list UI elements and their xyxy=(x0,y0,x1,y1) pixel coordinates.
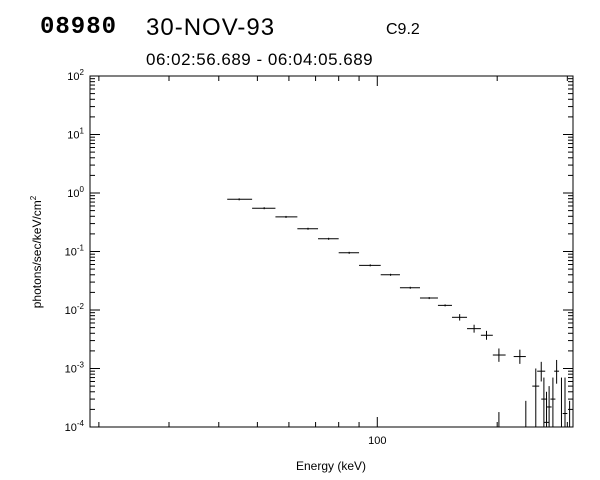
data-point xyxy=(480,330,493,340)
y-axis-label: photons/sec/keV/cm2 xyxy=(29,195,44,308)
data-point xyxy=(537,361,546,382)
data-point xyxy=(559,377,564,428)
data-point xyxy=(546,386,552,427)
data-point xyxy=(297,227,319,230)
y-tick-label: 10-4 xyxy=(65,419,85,434)
data-point xyxy=(532,368,540,427)
data-point xyxy=(338,251,360,254)
data-point xyxy=(513,349,526,364)
event-date: 30-NOV-93 xyxy=(146,14,276,41)
data-point xyxy=(275,215,298,218)
event-id: 08980 xyxy=(40,14,118,41)
data-point xyxy=(252,207,276,210)
data-points xyxy=(227,198,571,428)
data-point xyxy=(562,377,568,427)
y-tick-label: 10-1 xyxy=(65,244,85,259)
y-tick-label: 101 xyxy=(67,127,84,142)
time-range: 06:02:56.689 - 06:04:05.689 xyxy=(146,50,374,69)
data-point xyxy=(492,348,506,362)
data-point xyxy=(451,314,468,321)
data-point xyxy=(467,324,481,333)
y-tick-label: 100 xyxy=(67,185,84,200)
x-axis-label: Energy (keV) xyxy=(296,459,366,473)
data-point xyxy=(227,198,253,201)
data-point xyxy=(399,286,420,289)
data-point xyxy=(318,237,339,240)
data-point xyxy=(437,304,452,307)
y-tick-label: 10-3 xyxy=(65,361,85,376)
flare-class: C9.2 xyxy=(386,21,420,38)
data-point xyxy=(554,359,560,384)
data-point xyxy=(380,273,400,276)
tick-labels: 102 101 100 10-1 10-2 10-3 10-4 100 xyxy=(65,68,387,447)
x-tick-label: 100 xyxy=(368,435,386,447)
data-point xyxy=(543,391,550,427)
axis-ticks xyxy=(90,75,573,428)
data-point xyxy=(550,377,556,427)
data-point xyxy=(419,297,438,300)
data-point xyxy=(359,264,381,267)
plot-frame xyxy=(89,75,574,428)
y-tick-label: 102 xyxy=(67,68,84,83)
y-tick-label: 10-2 xyxy=(65,302,85,317)
